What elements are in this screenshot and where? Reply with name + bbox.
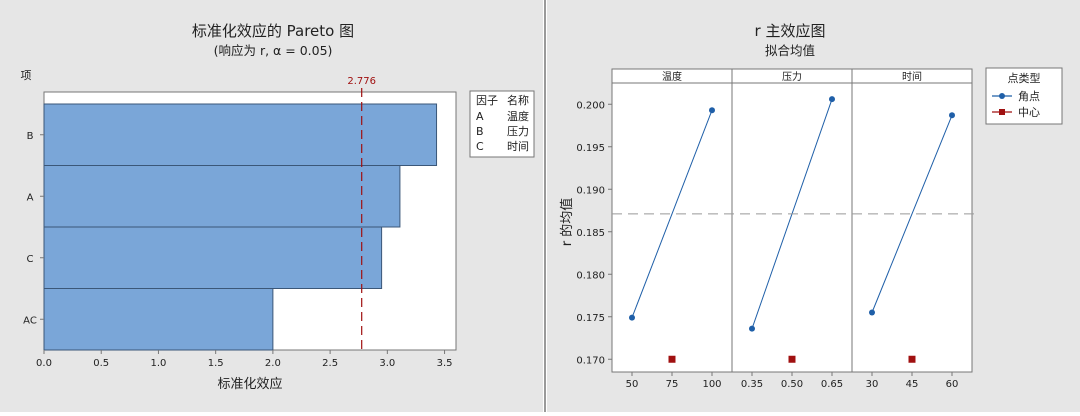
main-effects-y-tick-label: 0.200 bbox=[576, 100, 605, 111]
pareto-x-tick-label: 0.0 bbox=[36, 358, 52, 369]
main-effects-x-tick-label: 50 bbox=[626, 379, 639, 390]
main-effects-x-tick-label: 30 bbox=[866, 379, 879, 390]
main-effects-x-tick-label: 45 bbox=[906, 379, 919, 390]
pareto-x-tick-labels: 0.0 0.5 1.0 1.5 2.0 2.5 3.0 3.5 bbox=[36, 350, 453, 369]
factor-legend-header-name: 名称 bbox=[507, 93, 529, 107]
main-effects-panels: 温度 50 75 100 压力 0.35 0.50 0.65 时间 30 45 60 bbox=[611, 68, 976, 390]
center-point bbox=[908, 355, 916, 363]
factor-legend-box bbox=[469, 90, 535, 158]
main-effects-y-tick-labels: 0.200 0.195 0.190 0.185 0.180 0.175 0.170 bbox=[576, 100, 612, 366]
pareto-x-tick-label: 1.5 bbox=[208, 358, 224, 369]
center-point bbox=[788, 355, 796, 363]
pareto-reference-line-group: 2.776 bbox=[347, 76, 376, 350]
main-effects-x-tick-label: 60 bbox=[946, 379, 959, 390]
corner-point bbox=[869, 309, 875, 316]
pareto-x-tick-label: 0.5 bbox=[93, 358, 109, 369]
pareto-y-axis-label: 项 bbox=[21, 69, 32, 82]
main-effects-y-tick-label: 0.195 bbox=[576, 143, 605, 154]
main-effects-y-tick-label: 0.175 bbox=[576, 313, 605, 324]
pareto-x-tick-label: 2.5 bbox=[322, 358, 338, 369]
corner-point bbox=[629, 314, 635, 321]
pareto-y-tick-label: C bbox=[27, 254, 34, 265]
factor-legend: 因子 名称 A 温度 B 压力 C 时间 bbox=[469, 90, 535, 158]
factor-legend-header-factor: 因子 bbox=[476, 94, 498, 107]
pareto-x-tick-label: 1.0 bbox=[150, 358, 166, 369]
main-effects-y-axis-label: r 的均值 bbox=[559, 198, 575, 246]
pareto-x-tick-label: 3.5 bbox=[437, 358, 453, 369]
pareto-chart: 标准化效应的 Pareto 图 (响应为 r, α = 0.05) 项 BACA… bbox=[21, 22, 535, 392]
corner-point bbox=[829, 96, 835, 103]
factor-legend-code: A bbox=[476, 110, 484, 123]
main-effects-panel-2 bbox=[731, 82, 853, 373]
main-effects-y-tick-label: 0.170 bbox=[576, 355, 605, 366]
pareto-x-axis-label: 标准化效应 bbox=[217, 376, 282, 392]
pareto-x-tick-label: 2.0 bbox=[265, 358, 281, 369]
factor-legend-name: 温度 bbox=[507, 109, 529, 123]
main-effects-x-tick-label: 0.50 bbox=[781, 379, 803, 390]
pareto-bar bbox=[43, 226, 383, 289]
corner-point bbox=[749, 325, 755, 332]
pareto-bar bbox=[43, 288, 274, 351]
main-effects-title: r 主效应图 bbox=[755, 22, 826, 40]
main-effects-x-tick-label: 100 bbox=[702, 379, 721, 390]
main-effects-y-tick-label: 0.180 bbox=[576, 270, 605, 281]
pareto-y-tick-label: A bbox=[27, 192, 34, 203]
point-type-legend: 点类型 角点 中心 bbox=[985, 67, 1063, 125]
pareto-bars bbox=[43, 103, 438, 351]
corner-series-line bbox=[631, 110, 713, 318]
pareto-subtitle: (响应为 r, α = 0.05) bbox=[214, 43, 333, 58]
main-effects-strip-label: 温度 bbox=[662, 70, 682, 83]
factor-legend-name: 压力 bbox=[507, 125, 529, 138]
main-effects-x-tick-label: 75 bbox=[666, 379, 679, 390]
pareto-y-tick-label: AC bbox=[23, 315, 37, 326]
center-point bbox=[668, 355, 676, 363]
corner-legend-label: 角点 bbox=[1018, 90, 1040, 103]
pareto-bar bbox=[43, 165, 401, 228]
factor-legend-code: C bbox=[476, 140, 484, 153]
corner-series-line bbox=[871, 115, 953, 313]
main-effects-x-tick-label: 0.35 bbox=[741, 379, 763, 390]
main-effects-subtitle: 拟合均值 bbox=[765, 43, 815, 58]
main-effects-y-tick-label: 0.185 bbox=[576, 228, 605, 239]
main-effects-y-tick-label: 0.190 bbox=[576, 185, 605, 196]
main-effects-x-tick-label: 0.65 bbox=[821, 379, 843, 390]
point-type-legend-title: 点类型 bbox=[1008, 71, 1041, 85]
corner-point bbox=[709, 107, 715, 114]
factor-legend-name: 时间 bbox=[507, 140, 529, 153]
main-effects-chart: r 主效应图 拟合均值 r 的均值 温度 50 75 100 压力 0.35 0.50 0.6… bbox=[559, 22, 1063, 390]
center-legend-label: 中心 bbox=[1018, 106, 1040, 119]
pareto-title: 标准化效应的 Pareto 图 bbox=[192, 22, 354, 40]
pareto-x-tick-label: 3.0 bbox=[379, 358, 395, 369]
pareto-reference-label: 2.776 bbox=[347, 76, 376, 87]
factor-legend-code: B bbox=[476, 125, 484, 138]
corner-legend-marker bbox=[999, 93, 1005, 99]
main-effects-strip-label: 压力 bbox=[782, 70, 802, 83]
center-legend-marker bbox=[999, 109, 1005, 115]
pareto-bar bbox=[43, 103, 438, 166]
pareto-y-tick-label: B bbox=[27, 131, 34, 142]
main-effects-strip-label: 时间 bbox=[902, 70, 922, 83]
main-effects-panel-1 bbox=[611, 82, 733, 373]
main-effects-strip bbox=[851, 68, 973, 84]
main-effects-panel-3 bbox=[851, 82, 973, 373]
corner-point bbox=[949, 112, 955, 119]
